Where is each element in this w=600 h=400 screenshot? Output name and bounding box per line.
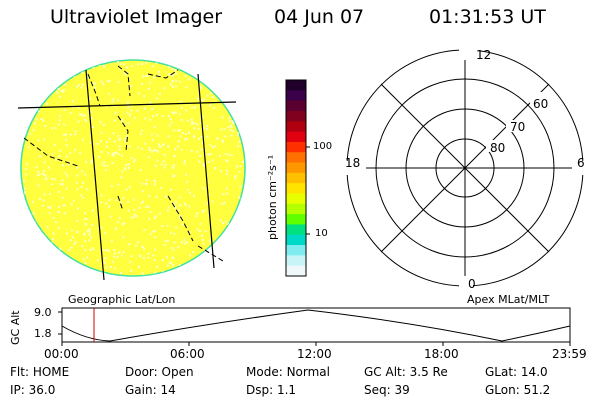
- status-glat: GLat: 14.0: [485, 365, 548, 379]
- status-gc-alt: GC Alt: 3.5 Re: [364, 365, 448, 379]
- status-gain: Gain: 14: [125, 383, 176, 397]
- status-mode: Mode: Normal: [246, 365, 330, 379]
- status-gain-value: 14: [160, 383, 176, 397]
- altitude-plot: [58, 307, 571, 346]
- status-glon-value: 51.2: [523, 383, 551, 397]
- status-ip-value: 36.0: [28, 383, 56, 397]
- colorbar-tick-100: 100: [313, 141, 333, 152]
- status-dsp: Dsp: 1.1: [246, 383, 297, 397]
- status-gc-alt-value: 3.5 Re: [409, 365, 448, 379]
- geographic-caption: Geographic Lat/Lon: [68, 293, 176, 306]
- status-glon: GLon: 51.2: [485, 383, 551, 397]
- x-tick-1200: 12:00: [297, 347, 332, 361]
- mlat-label-80: 80: [490, 141, 506, 155]
- geographic-image: [18, 59, 246, 280]
- status-door-value: Open: [161, 365, 194, 379]
- x-tick-1800: 18:00: [424, 347, 459, 361]
- mlt-label-6: 6: [577, 156, 585, 170]
- mlat-label-70: 70: [510, 120, 526, 134]
- colorbar-unit-label: photon cm⁻²s⁻¹: [266, 154, 279, 240]
- status-seq: Seq: 39: [364, 383, 410, 397]
- x-tick-0000: 00:00: [44, 347, 79, 361]
- mlt-label-0: 0: [468, 277, 476, 291]
- coastlines: [23, 65, 224, 262]
- status-ip: IP: 36.0: [10, 383, 56, 397]
- status-door: Door: Open: [125, 365, 194, 379]
- mlt-label-18: 18: [345, 156, 361, 170]
- polar-grid: [342, 48, 586, 288]
- status-seq-value: 39: [394, 383, 410, 397]
- mlt-label-12: 12: [476, 48, 492, 62]
- gc-alt-tick-1-8: 1.8: [34, 327, 52, 340]
- graticule: [18, 69, 237, 280]
- status-flt: Flt: HOME: [10, 365, 70, 379]
- apex-caption: Apex MLat/MLT: [467, 293, 550, 306]
- status-flt-value: HOME: [32, 365, 70, 379]
- gc-alt-tick-9: 9.0: [34, 306, 52, 319]
- x-tick-2359: 23:59: [552, 347, 587, 361]
- x-tick-0600: 06:00: [170, 347, 205, 361]
- status-dsp-value: 1.1: [276, 383, 297, 397]
- gc-alt-axis-label: GC Alt: [9, 310, 22, 345]
- colorbar: [285, 79, 310, 277]
- time-label: 01:31:53 UT: [429, 6, 546, 28]
- colorbar-tick-10: 10: [315, 228, 328, 239]
- instrument-title: Ultraviolet Imager: [50, 6, 223, 28]
- mlat-label-60: 60: [533, 97, 549, 111]
- status-mode-value: Normal: [286, 365, 330, 379]
- date-label: 04 Jun 07: [274, 6, 365, 28]
- status-glat-value: 14.0: [520, 365, 548, 379]
